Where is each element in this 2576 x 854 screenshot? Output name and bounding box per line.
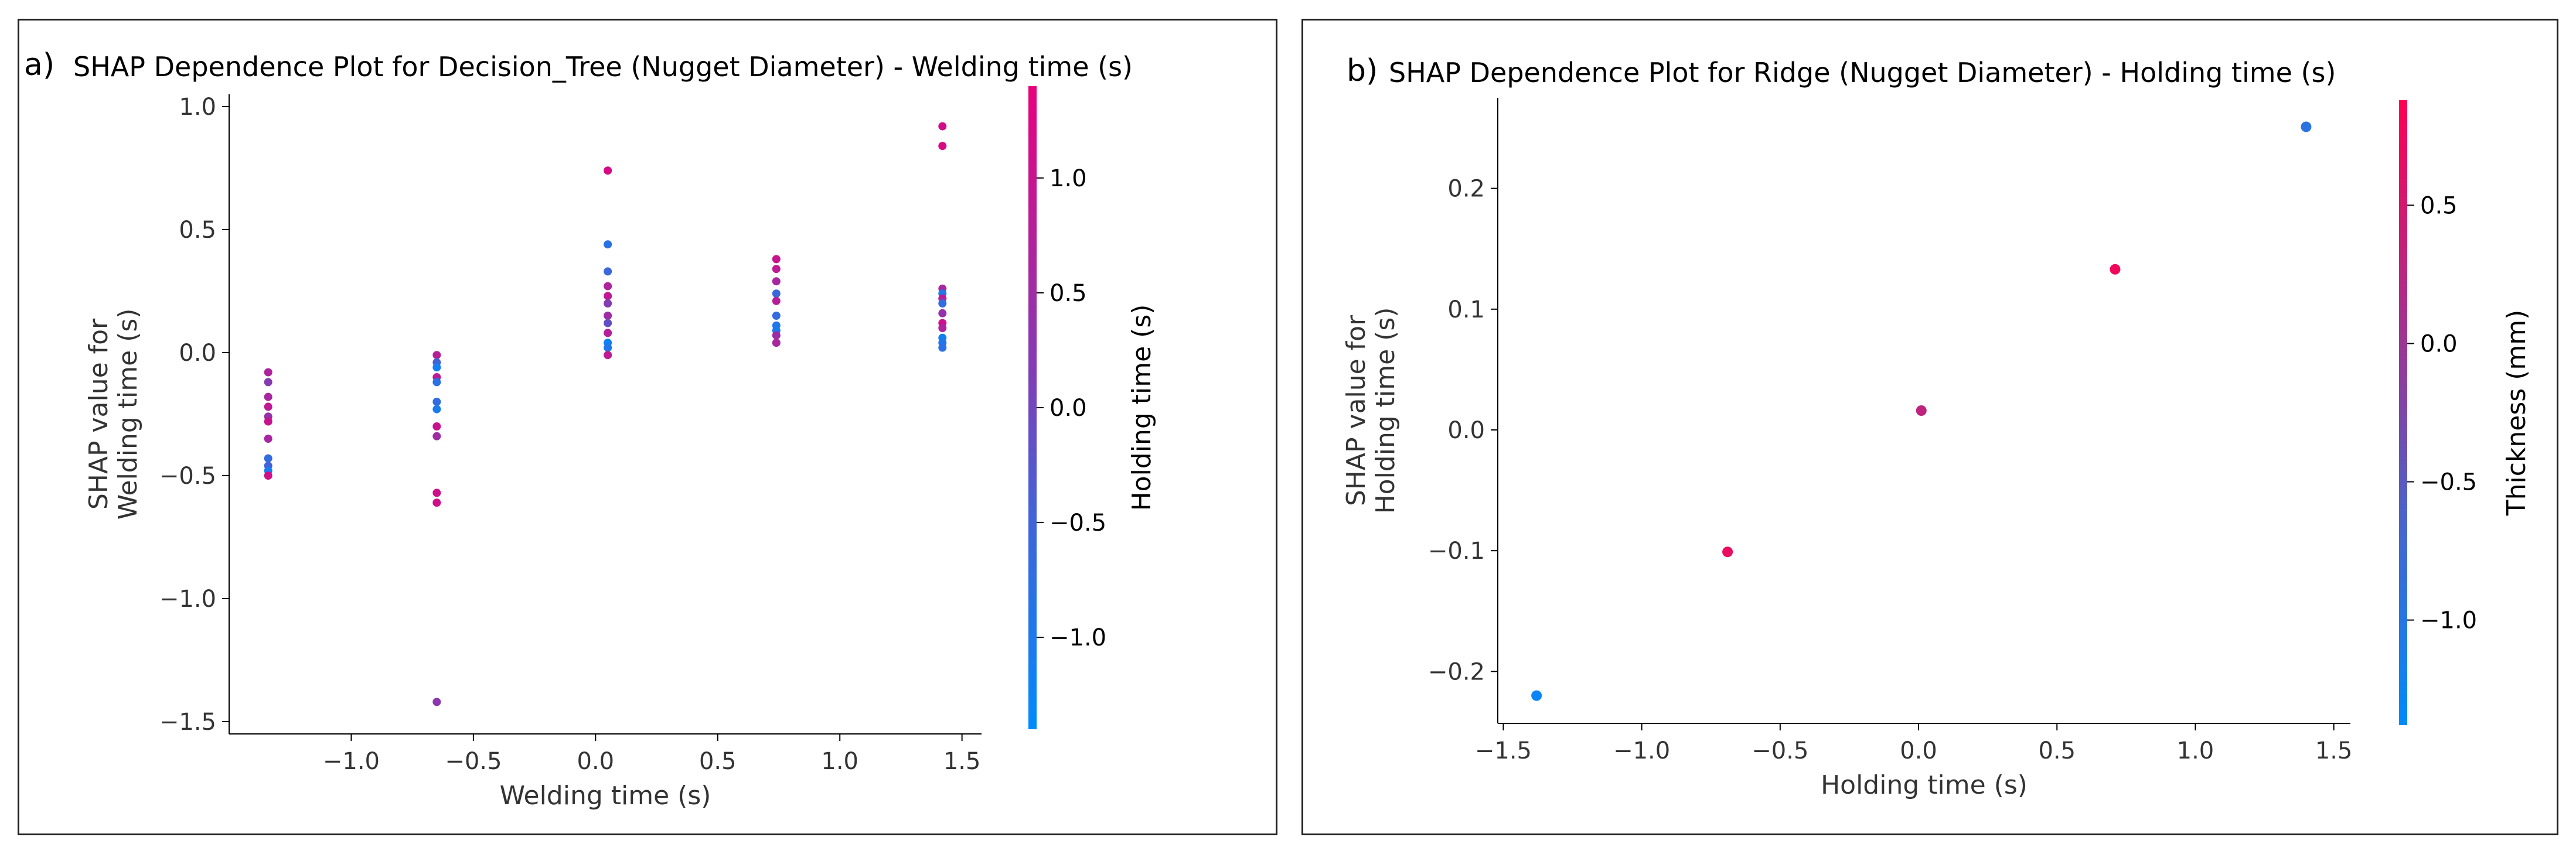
data-point: [938, 142, 947, 151]
data-point: [432, 351, 441, 360]
colorbar-tick-label: 0.0: [1050, 395, 1087, 422]
colorbar-tick-label: −0.5: [2420, 469, 2477, 496]
colorbar-tick-label: −1.0: [2420, 607, 2477, 634]
colorbar: [1028, 86, 1037, 729]
data-point: [772, 289, 781, 298]
data-point: [604, 299, 612, 308]
data-point: [264, 472, 272, 480]
panel-label-b: b): [1347, 53, 1378, 88]
data-point: [432, 422, 441, 431]
scatter-plot-b: −1.5 −1.0 −0.5 0.0 0.5 1.0 1.5 −0.2 −0.1 0.0 0.1 0.…: [1341, 98, 2531, 800]
y-tick-label: −1.0: [159, 586, 216, 613]
data-point: [772, 312, 781, 320]
data-point: [772, 296, 781, 305]
data-point: [604, 282, 612, 291]
data-point: [1916, 405, 1927, 416]
data-point: [432, 398, 441, 406]
data-point: [772, 277, 781, 286]
colorbar-tick-label: −1.0: [1050, 624, 1106, 651]
colorbar-tick-label: −0.5: [1050, 510, 1106, 537]
colorbar-label: Thickness (mm): [2502, 310, 2531, 517]
scatter-plot-a: −1.0 −0.5 0.0 0.5 1.0 1.5 −1.5 −1.0 −0.5 0.0 0.5 1.…: [84, 86, 1157, 811]
x-axis-label: Welding time (s): [500, 781, 711, 811]
y-axis-label: SHAP value forWelding time (s): [84, 309, 143, 520]
x-tick-label: 1.0: [2177, 737, 2214, 764]
x-tick-label: −1.0: [1613, 737, 1670, 764]
data-point: [1531, 690, 1542, 701]
y-tick-label: 0.0: [1447, 417, 1485, 444]
x-tick-label: 0.0: [577, 748, 615, 775]
data-point: [432, 498, 441, 507]
chart-title-a: SHAP Dependence Plot for Decision_Tree (…: [73, 51, 1133, 83]
data-point: [938, 343, 947, 352]
data-point: [938, 122, 947, 131]
colorbar-tick-label: 0.5: [2420, 192, 2458, 219]
data-point: [2301, 121, 2312, 132]
data-point: [432, 698, 441, 706]
panel-label-a: a): [24, 47, 55, 83]
data-point: [264, 435, 272, 443]
x-tick-label: 0.5: [699, 748, 737, 775]
data-point: [604, 329, 612, 337]
y-axis-label: SHAP value forHolding time (s): [1341, 308, 1401, 514]
y-tick-label: 0.2: [1447, 176, 1485, 203]
data-point: [264, 378, 272, 387]
data-point: [432, 363, 441, 372]
data-point: [264, 392, 272, 401]
y-tick-label: −0.2: [1428, 658, 1485, 685]
x-tick-label: 1.0: [821, 748, 858, 775]
data-point: [432, 489, 441, 497]
data-point: [604, 343, 612, 352]
data-point: [604, 319, 612, 327]
data-point: [604, 166, 612, 175]
data-point: [938, 324, 947, 332]
data-point: [772, 339, 781, 347]
data-point: [264, 454, 272, 463]
y-tick-label: −1.5: [159, 709, 216, 736]
data-point: [604, 292, 612, 300]
x-tick-label: 1.5: [943, 748, 981, 775]
data-point: [604, 351, 612, 360]
x-axis-label: Holding time (s): [1821, 770, 2028, 800]
x-tick-label: −1.0: [323, 748, 380, 775]
y-tick-label: −0.1: [1428, 538, 1485, 565]
data-point: [938, 309, 947, 317]
data-point: [432, 405, 441, 414]
panel-b: b) SHAP Dependence Plot for Ridge (Nugge…: [1301, 19, 2558, 835]
chart-title-b: SHAP Dependence Plot for Ridge (Nugget D…: [1389, 57, 2336, 88]
colorbar-tick-label: 0.5: [1050, 280, 1087, 307]
colorbar-tick-label: 1.0: [1050, 165, 1087, 192]
x-tick-label: 0.0: [1900, 737, 1937, 764]
data-point: [604, 312, 612, 320]
x-tick-label: 1.5: [2315, 737, 2353, 764]
x-tick-label: −1.5: [1475, 737, 1532, 764]
x-tick-label: −0.5: [445, 748, 502, 775]
y-tick-label: −0.5: [159, 463, 216, 490]
data-point: [604, 267, 612, 276]
data-point: [264, 417, 272, 426]
data-point: [264, 368, 272, 377]
y-tick-label: 0.0: [179, 340, 216, 367]
data-point: [1722, 546, 1733, 558]
data-point: [2110, 264, 2121, 275]
data-point: [432, 432, 441, 440]
data-point: [772, 265, 781, 274]
colorbar-tick-label: 0.0: [2420, 330, 2458, 357]
x-tick-label: 0.5: [2038, 737, 2076, 764]
colorbar-label: Holding time (s): [1127, 305, 1157, 511]
y-tick-label: 1.0: [179, 94, 216, 121]
data-point: [772, 331, 781, 340]
colorbar: [2399, 100, 2407, 725]
data-point: [432, 378, 441, 387]
data-point: [264, 402, 272, 411]
y-tick-label: 0.5: [179, 217, 216, 244]
x-tick-label: −0.5: [1752, 737, 1808, 764]
y-tick-label: 0.1: [1447, 296, 1485, 323]
panel-a: a) SHAP Dependence Plot for Decision_Tre…: [18, 19, 1277, 835]
data-point: [604, 240, 612, 249]
data-point: [772, 255, 781, 264]
data-point: [938, 299, 947, 308]
